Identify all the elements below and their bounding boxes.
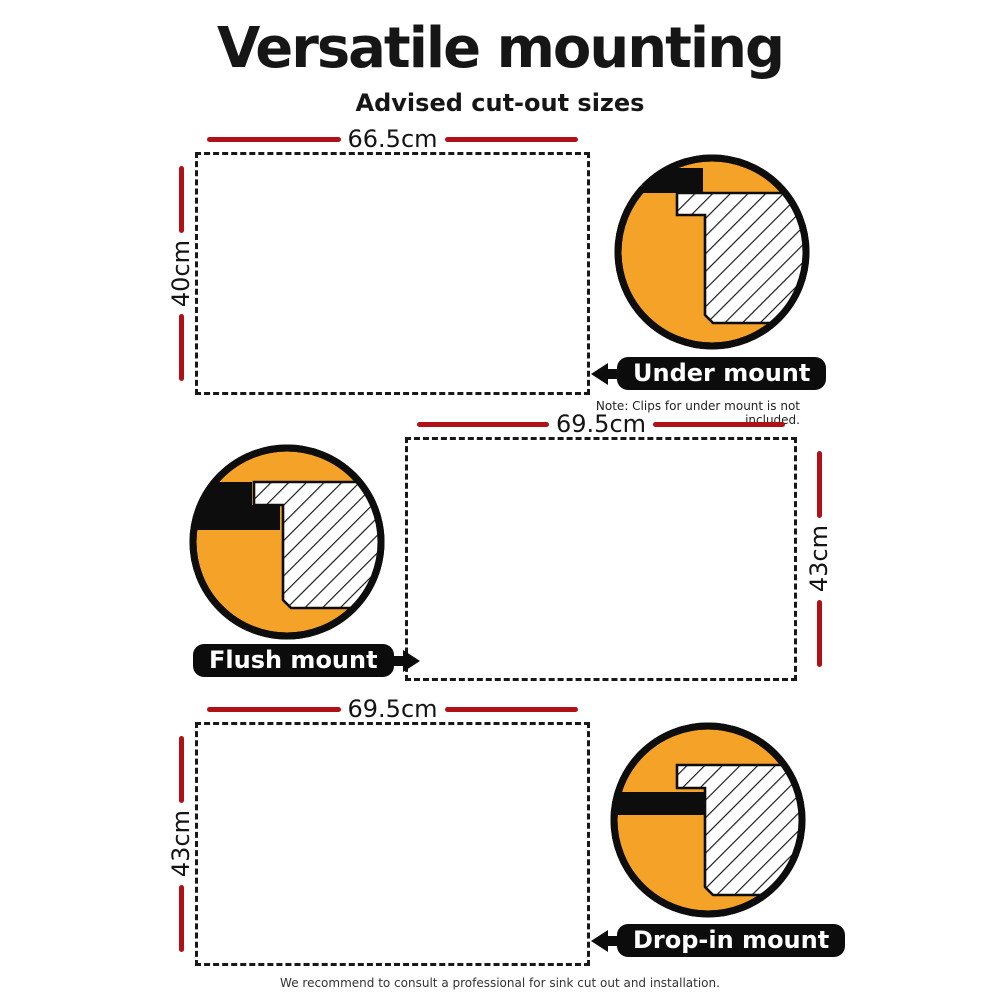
- flush-mount-label-row: Flush mount: [193, 644, 420, 677]
- under-mount-cross-section-icon: [614, 154, 810, 350]
- dropin-mount-height-dimension: 43cm: [160, 722, 202, 966]
- arrow-head: [591, 362, 608, 385]
- dropin-mount-cross-section-icon: [610, 722, 806, 918]
- under-mount-label: Under mount: [617, 357, 827, 390]
- height-label: 40cm: [167, 239, 195, 308]
- page-title: Versatile mounting: [216, 16, 785, 81]
- width-label: 69.5cm: [556, 410, 647, 438]
- arrow-right-icon: [393, 649, 420, 672]
- flush-mount-height-dimension: 43cm: [798, 437, 840, 681]
- dimension-line: [178, 314, 184, 381]
- width-label: 69.5cm: [347, 695, 438, 723]
- dimension-line: [178, 736, 184, 804]
- dropin-mount-label: Drop-in mount: [617, 924, 846, 957]
- under-mount-cutout-rect: [195, 152, 590, 395]
- flush-mount-label: Flush mount: [193, 644, 394, 677]
- dropin-mount-width-dimension: 69.5cm: [195, 695, 590, 723]
- dimension-line: [417, 421, 549, 427]
- dimension-line: [444, 706, 579, 712]
- height-label: 43cm: [167, 810, 195, 878]
- dimension-line: [816, 599, 822, 667]
- dimension-line: [178, 884, 184, 952]
- height-label: 43cm: [805, 525, 833, 593]
- under-mount-width-dimension: 66.5cm: [195, 125, 590, 153]
- arrow-stem: [608, 368, 617, 379]
- arrow-stem: [393, 655, 403, 666]
- dropin-mount-cutout-rect: [195, 722, 590, 966]
- dimension-line: [816, 451, 822, 519]
- arrow-stem: [608, 935, 617, 946]
- under-mount-label-row: Under mount: [591, 357, 827, 390]
- page-subtitle: Advised cut-out sizes: [355, 89, 645, 117]
- flush-mount-cutout-rect: [405, 437, 797, 681]
- arrow-head: [402, 649, 420, 672]
- arrow-left-icon: [591, 362, 617, 385]
- flush-mount-width-dimension: 69.5cm: [405, 410, 797, 438]
- dimension-line: [444, 136, 579, 142]
- dimension-line: [653, 421, 786, 427]
- flush-mount-cross-section-icon: [189, 444, 385, 640]
- footer-note: We recommend to consult a professional f…: [280, 976, 720, 990]
- dimension-line: [207, 706, 341, 712]
- dimension-line: [178, 166, 184, 233]
- arrow-head: [591, 929, 608, 952]
- dropin-mount-label-row: Drop-in mount: [591, 924, 846, 957]
- under-mount-height-dimension: 40cm: [160, 152, 202, 395]
- arrow-left-icon: [591, 929, 617, 952]
- dimension-line: [207, 136, 341, 142]
- width-label: 66.5cm: [347, 125, 438, 153]
